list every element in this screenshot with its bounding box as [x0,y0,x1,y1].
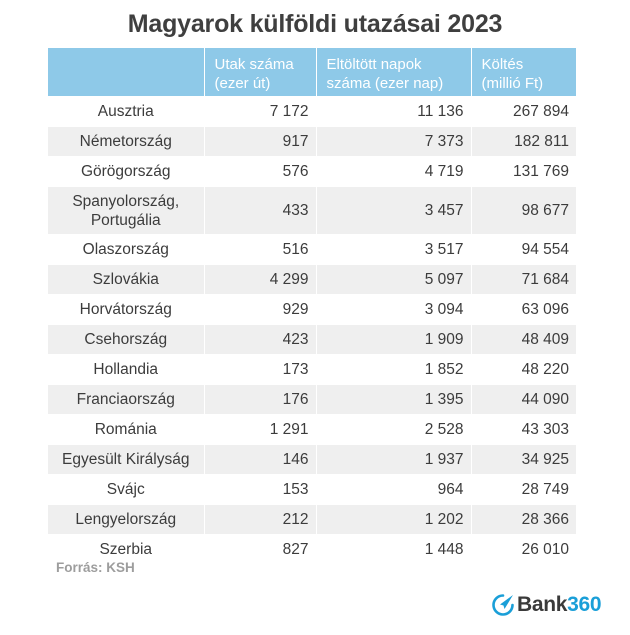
cell-spending: 182 811 [471,126,576,157]
cell-days: 1 909 [316,324,472,355]
cell-country: Románia [48,414,205,445]
cell-spending: 28 366 [471,504,576,535]
cell-trips: 7 172 [204,96,317,127]
table-row: Szlovákia 4 299 5 097 71 684 [48,264,576,295]
cell-trips: 176 [204,384,317,415]
cell-spending: 71 684 [471,264,576,295]
cell-days: 5 097 [316,264,472,295]
header-country [48,48,205,97]
cell-days: 964 [316,474,472,505]
cell-days: 1 937 [316,444,472,475]
cell-spending: 48 409 [471,324,576,355]
cell-country: Horvátország [48,294,205,325]
cell-days: 11 136 [316,96,472,127]
cell-country: Hollandia [48,354,205,385]
cell-country: Olaszország [48,234,205,265]
cell-spending: 131 769 [471,156,576,187]
cell-country: Franciaország [48,384,205,415]
table-row: Olaszország 516 3 517 94 554 [48,234,576,265]
cell-country: Svájc [48,474,205,505]
cell-days: 7 373 [316,126,472,157]
header-row: Utak száma (ezer út) Eltöltött napok száma… [48,48,576,97]
travel-table: Utak száma (ezer út) Eltöltött napok száma… [48,48,576,564]
cell-trips: 516 [204,234,317,265]
cell-country: Lengyelország [48,504,205,535]
table-body: Ausztria 7 172 11 136 267 894 Németország 917… [48,96,576,564]
cell-country: Spanyolország, Portugália [48,186,205,235]
cell-days: 1 395 [316,384,472,415]
table-row: Románia 1 291 2 528 43 303 [48,414,576,445]
cell-trips: 576 [204,156,317,187]
bank360-logo: Bank 360 [491,592,602,618]
cell-trips: 1 291 [204,414,317,445]
table-row: Horvátország 929 3 094 63 096 [48,294,576,325]
cell-trips: 827 [204,534,317,564]
source-note: Forrás: KSH [56,560,135,575]
table-row: Lengyelország 212 1 202 28 366 [48,504,576,535]
cell-spending: 34 925 [471,444,576,475]
cell-spending: 28 749 [471,474,576,505]
cell-spending: 94 554 [471,234,576,265]
cell-spending: 48 220 [471,354,576,385]
cell-trips: 173 [204,354,317,385]
table-title: Magyarok külföldi utazásai 2023 [127,10,503,38]
cell-days: 3 517 [316,234,472,265]
cell-country: Ausztria [48,96,205,127]
logo-word: Bank [517,593,568,616]
cell-days: 2 528 [316,414,472,445]
table-row: Németország 917 7 373 182 811 [48,126,576,157]
cell-trips: 212 [204,504,317,535]
cell-trips: 917 [204,126,317,157]
cell-country: Csehország [48,324,205,355]
table-row: Ausztria 7 172 11 136 267 894 [48,96,576,127]
cell-spending: 267 894 [471,96,576,127]
header-days: Eltöltött napok száma (ezer nap) [316,48,472,97]
cell-spending: 43 303 [471,414,576,445]
cell-country: Görögország [48,156,205,187]
table-row: Egyesült Királyság 146 1 937 34 925 [48,444,576,475]
cell-country: Szlovákia [48,264,205,295]
cell-country: Szerbia [48,534,205,564]
cell-trips: 146 [204,444,317,475]
cell-days: 1 852 [316,354,472,385]
cell-trips: 153 [204,474,317,505]
cell-country: Egyesült Királyság [48,444,205,475]
cell-trips: 929 [204,294,317,325]
table-row: Franciaország 176 1 395 44 090 [48,384,576,415]
cell-spending: 63 096 [471,294,576,325]
cell-spending: 44 090 [471,384,576,415]
cell-days: 4 719 [316,156,472,187]
header-trips: Utak száma (ezer út) [204,48,317,97]
table-row: Svájc 153 964 28 749 [48,474,576,505]
cell-trips: 4 299 [204,264,317,295]
cell-days: 3 094 [316,294,472,325]
cell-spending: 98 677 [471,186,576,235]
table-row: Görögország 576 4 719 131 769 [48,156,576,187]
table-row: Csehország 423 1 909 48 409 [48,324,576,355]
cell-spending: 26 010 [471,534,576,564]
cell-country: Németország [48,126,205,157]
table-row: Szerbia 827 1 448 26 010 [48,534,576,564]
paper-plane-circle-icon [492,594,514,616]
table-row: Hollandia 173 1 852 48 220 [48,354,576,385]
cell-days: 1 448 [316,534,472,564]
cell-trips: 423 [204,324,317,355]
cell-trips: 433 [204,186,317,235]
cell-days: 3 457 [316,186,472,235]
cell-days: 1 202 [316,504,472,535]
logo-number: 360 [567,593,602,616]
header-spending: Költés (millió Ft) [471,48,576,97]
table-row: Spanyolország, Portugália 433 3 457 98 677 [48,186,576,235]
